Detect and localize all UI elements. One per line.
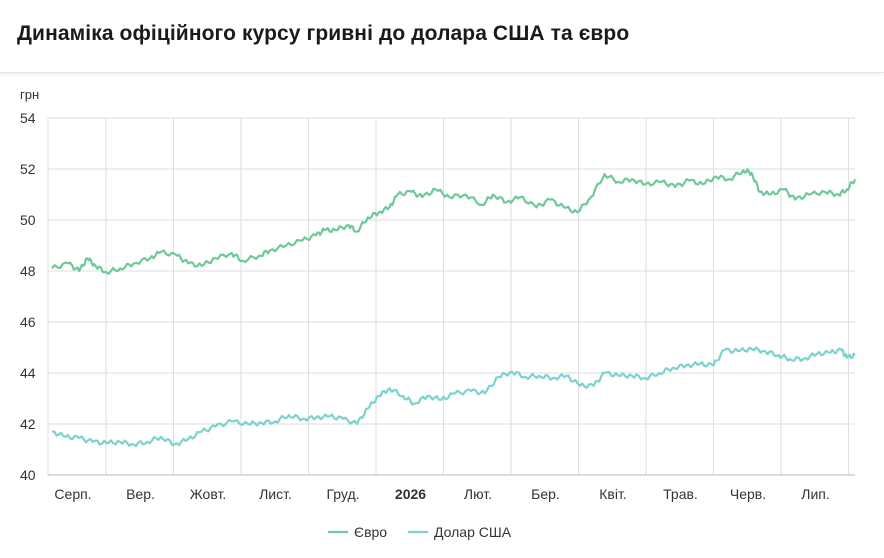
y-tick-label: 48	[20, 263, 36, 279]
x-tick-label: Черв.	[730, 486, 766, 502]
x-tick-label: Бер.	[531, 486, 560, 502]
x-tick-label: Лип.	[801, 486, 829, 502]
series-line-1	[51, 346, 856, 448]
x-axis: Серп. Вер. Жовт. Лист. Груд. 2026 Лют. Бер. Квіт…	[48, 474, 855, 502]
y-tick-label: 54	[20, 110, 36, 126]
legend-item-label[interactable]: Євро	[354, 524, 387, 540]
y-tick-label: 52	[20, 161, 36, 177]
legend[interactable]: Євро Долар США	[328, 524, 512, 540]
y-tick-label: 42	[20, 416, 36, 432]
x-tick-label: Серп.	[54, 486, 91, 502]
x-tick-label: 2026	[395, 486, 426, 502]
x-tick-label: Вер.	[126, 486, 155, 502]
chart-title: Динаміка офіційного курсу гривні до дола…	[17, 22, 630, 45]
grid	[47, 117, 855, 476]
y-tick-label: 50	[20, 212, 36, 228]
x-tick-label: Лист.	[259, 486, 292, 502]
y-axis-unit-label: грн	[20, 87, 39, 102]
x-tick-label: Квіт.	[599, 486, 626, 502]
series	[51, 168, 857, 448]
x-tick-label: Лют.	[464, 486, 492, 502]
y-tick-label: 44	[20, 365, 36, 381]
series-line-0	[51, 168, 857, 275]
x-tick-label: Груд.	[326, 486, 359, 502]
y-tick-label: 40	[20, 467, 36, 483]
y-axis: 40 42 44 46 48 50 52 54	[20, 110, 36, 483]
y-tick-label: 46	[20, 314, 36, 330]
x-tick-label: Жовт.	[190, 486, 226, 502]
legend-item-label[interactable]: Долар США	[434, 524, 512, 540]
chart-header: Динаміка офіційного курсу гривні до дола…	[0, 0, 884, 73]
x-tick-label: Трав.	[663, 486, 698, 502]
